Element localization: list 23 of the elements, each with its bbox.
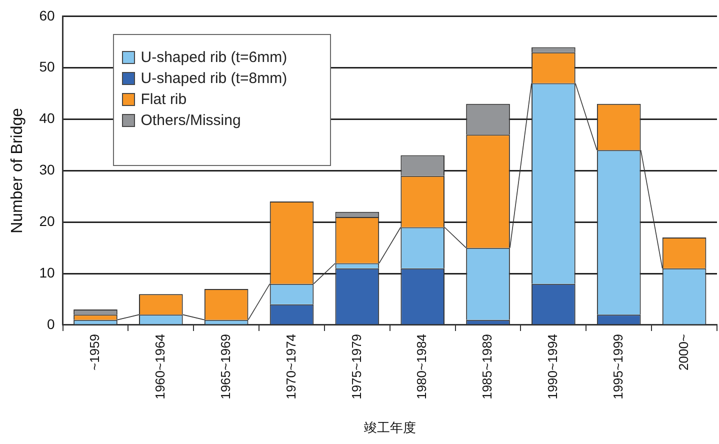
x-tick-label: 1970~1974 xyxy=(283,334,298,400)
x-tick-label: 1960~1964 xyxy=(152,334,168,400)
y-tick-label: 60 xyxy=(39,7,55,24)
y-axis-title: Number of Bridge xyxy=(9,108,26,234)
legend-label: U-shaped rib (t=8mm) xyxy=(140,69,288,90)
legend-label: Flat rib xyxy=(140,90,187,110)
y-tick-label: 50 xyxy=(39,58,55,75)
legend-label: Others/Missing xyxy=(140,111,241,132)
x-tick-label: 1990~1994 xyxy=(545,334,560,400)
y-tick-label: 0 xyxy=(46,316,55,332)
y-tick-label: 40 xyxy=(39,110,55,126)
x-tick-label: 1995~1999 xyxy=(610,334,626,400)
legend-label: U-shaped rib (t=6mm) xyxy=(140,48,288,68)
y-tick-label: 10 xyxy=(39,264,55,280)
x-tick-label: ~1959 xyxy=(87,334,102,370)
x-tick-label: 1980~1984 xyxy=(414,334,430,400)
x-tick-label: 1975~1979 xyxy=(348,334,364,400)
x-tick-label: 2000~ xyxy=(676,334,691,370)
x-axis-title: 竣工年度 xyxy=(364,420,416,435)
x-tick-label: 1985~1989 xyxy=(480,334,495,400)
y-tick-label: 20 xyxy=(39,212,55,229)
x-tick-label: 1965~1969 xyxy=(218,334,233,400)
y-tick-label: 30 xyxy=(39,162,55,178)
